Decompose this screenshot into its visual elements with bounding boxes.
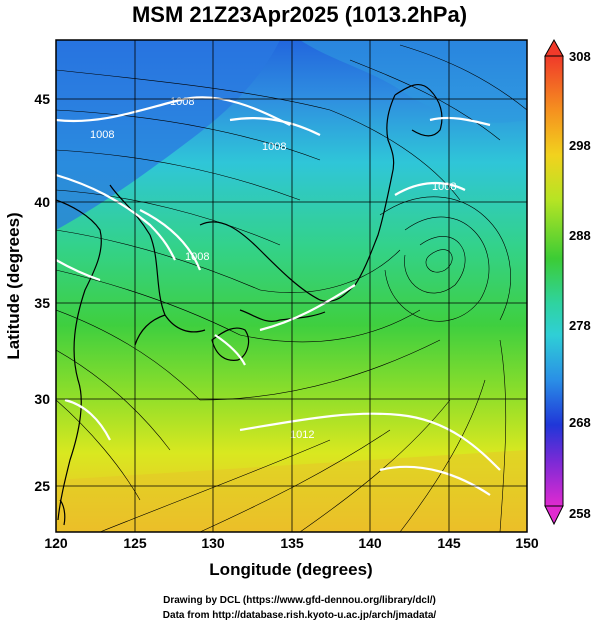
x-tick-label: 150 — [515, 535, 539, 551]
y-axis-ticks: 25 30 35 40 45 — [34, 91, 50, 494]
x-tick-label: 135 — [280, 535, 304, 551]
x-tick-label: 125 — [123, 535, 147, 551]
contour-label: 1008 — [90, 129, 114, 141]
grid-lines — [56, 40, 527, 532]
y-tick-label: 45 — [34, 91, 50, 107]
contour-labels: 1008 1008 1008 1008 1008 1012 — [90, 96, 456, 441]
chart-title: MSM 21Z23Apr2025 (1013.2hPa) — [131, 2, 468, 27]
colorbar-tick-label: 308 — [569, 49, 591, 64]
coastlines — [56, 83, 443, 526]
colorbar-tick-label: 258 — [569, 506, 591, 521]
contour-label: 1008 — [185, 251, 209, 263]
colorbar-gradient — [544, 55, 564, 507]
colorbar — [544, 38, 564, 526]
x-tick-label: 120 — [44, 535, 68, 551]
y-axis-label: Latitude (degrees) — [4, 212, 23, 359]
y-tick-label: 40 — [34, 194, 50, 210]
credit-data-source: Data from http://database.rish.kyoto-u.a… — [162, 610, 437, 621]
contour-label: 1012 — [290, 429, 314, 441]
x-axis-label: Longitude (degrees) — [209, 560, 372, 579]
x-tick-label: 130 — [201, 535, 225, 551]
colorbar-tick-label: 278 — [569, 318, 591, 333]
contour-label: 1008 — [170, 96, 194, 108]
x-tick-label: 140 — [358, 535, 382, 551]
credit-drawing: Drawing by DCL (https://www.gfd-dennou.o… — [163, 595, 436, 606]
y-tick-label: 30 — [34, 391, 50, 407]
colorbar-tick-label: 268 — [569, 415, 591, 430]
colorbar-min-triangle — [544, 505, 564, 526]
colorbar-tick-label: 288 — [569, 228, 591, 243]
y-tick-label: 35 — [34, 295, 50, 311]
contour-label: 1008 — [432, 181, 456, 193]
contour-label: 1008 — [262, 141, 286, 153]
streamlines — [56, 44, 527, 532]
colorbar-tick-label: 298 — [569, 138, 591, 153]
x-axis-ticks: 120 125 130 135 140 145 150 — [44, 535, 539, 551]
plot-frame — [55, 39, 528, 533]
x-tick-label: 145 — [437, 535, 461, 551]
temperature-field — [56, 40, 527, 532]
colorbar-ticks: 308 298 288 278 268 258 — [569, 49, 591, 521]
y-tick-label: 25 — [34, 478, 50, 494]
colorbar-max-triangle — [544, 38, 564, 57]
pressure-contours — [56, 96, 501, 496]
